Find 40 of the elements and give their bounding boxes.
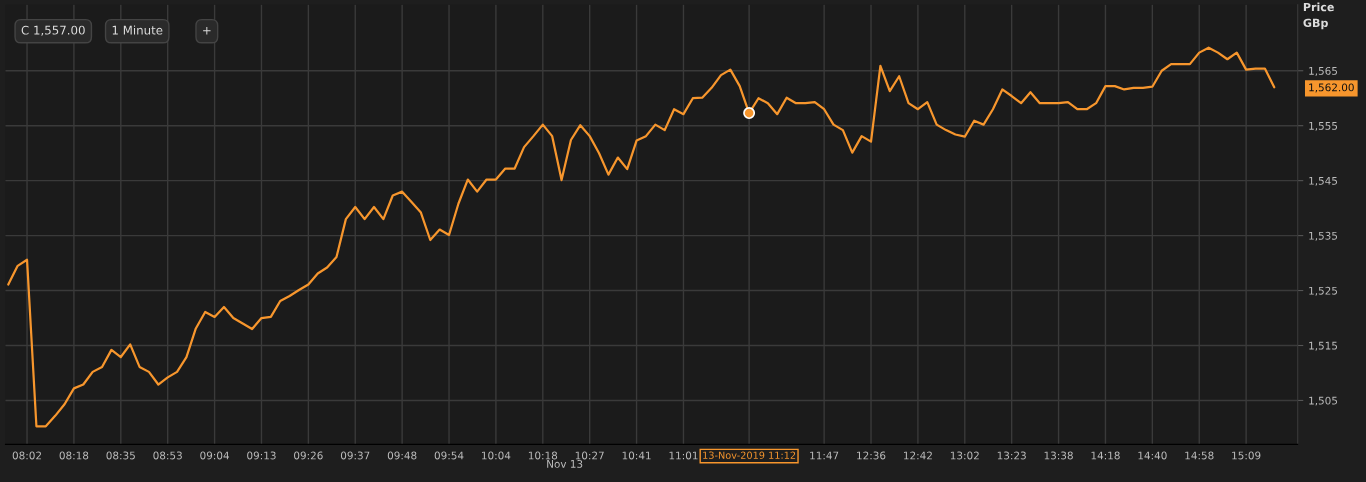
x-tick-label: 09:26 — [294, 451, 323, 460]
x-axis-title: Nov 13 — [547, 459, 583, 468]
x-tick-label: 14:18 — [1091, 451, 1120, 460]
line-series — [7, 46, 1276, 428]
y-tick-label: 1,505 — [1309, 396, 1338, 406]
x-tick-label: 08:02 — [12, 451, 41, 460]
y-tick-label: 1,545 — [1309, 177, 1338, 186]
annotation: C 1,557.00 — [21, 25, 85, 36]
x-tick-label: 10:04 — [482, 451, 511, 460]
x-tick-label: 09:04 — [200, 451, 230, 460]
y-tick-label: 1,562.00 — [1309, 83, 1354, 93]
x-tick-label: 08:18 — [59, 451, 89, 460]
x-tick-label: 13:02 — [950, 451, 979, 460]
y-tick-label: 1,565 — [1309, 66, 1338, 76]
x-tick-label: 12:42 — [904, 451, 932, 460]
x-tick-label: 10:27 — [575, 451, 604, 460]
x-tick-label: 12:36 — [857, 451, 886, 460]
x-tick-label: 11:47 — [810, 451, 839, 460]
x-tick-label: 09:48 — [387, 451, 417, 460]
x-tick-label: 09:37 — [340, 451, 370, 460]
y-tick-label: 1,515 — [1309, 341, 1338, 351]
x-tick-label: 10:41 — [622, 451, 651, 460]
x-tick-label: 08:35 — [106, 451, 135, 460]
x-tick-label: 13-Nov-2019 11:12 — [703, 451, 796, 459]
x-tick-label: 08:53 — [153, 451, 182, 460]
y-axis-title: Price GBp — [1303, 2, 1334, 30]
x-tick-label: 14:58 — [1185, 451, 1214, 460]
x-tick-label: 14:40 — [1138, 451, 1167, 460]
x-tick-label: 09:54 — [434, 451, 464, 460]
annotation: 1 Minute — [112, 25, 163, 35]
x-tick-label: 15:09 — [1232, 451, 1261, 460]
x-tick-label: 11:01 — [669, 451, 698, 460]
y-tick-label: 1,535 — [1309, 231, 1338, 241]
x-tick-label: 10:18 — [528, 451, 558, 460]
x-tick-label: 13:38 — [1044, 451, 1073, 460]
y-tick-label: 1,555 — [1309, 122, 1338, 131]
annotation: + — [203, 27, 211, 35]
x-tick-label: 13:23 — [997, 451, 1026, 460]
x-tick-label: 09:13 — [247, 451, 276, 460]
y-tick-label: 1,525 — [1309, 286, 1338, 296]
